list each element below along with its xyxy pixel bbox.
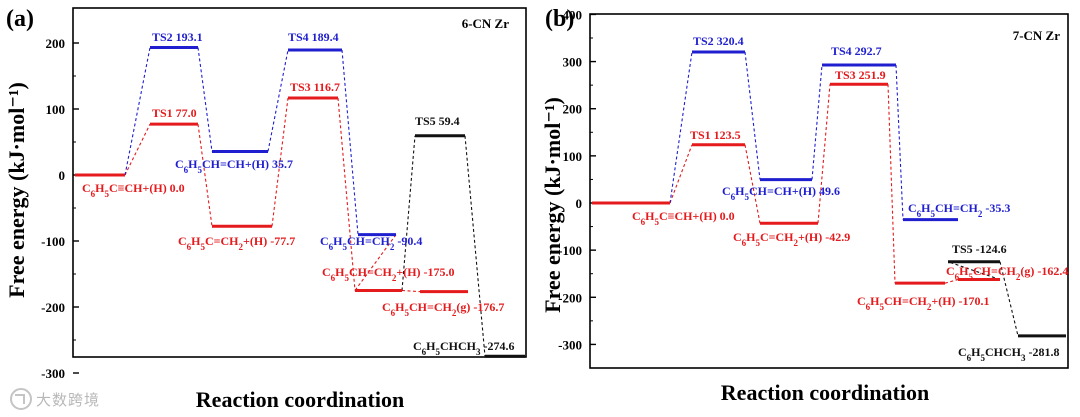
connector-line [817,84,831,224]
chart-panel-a: 200 100 0 -100 -200 -300 C6H5C≡CH+(H) 0.0 TS1 7… [4,6,527,412]
data-label: C6H5CHCH3 -281.8 [958,345,1060,363]
connector-line [341,49,359,235]
connector-line [887,84,896,284]
connector-line [197,124,213,227]
connector-line [124,47,151,176]
data-label: C6H5CH=CH2+(H) -175.0 [322,265,455,283]
chart-panel-b: 400 300 200 100 0 -100 -200 -300 C6H5C≡CH+(H) 0.… [540,6,1069,405]
y-tick-label: 100 [46,102,66,117]
data-label: C6H5CH=CH2 -90.4 [320,234,422,252]
panel-label: (b) [545,6,574,32]
data-label: C6H5C≡CH+(H) 0.0 [82,181,185,199]
connector-line [354,234,397,291]
y-tick-label: -300 [558,337,582,352]
connector-line [401,289,421,293]
y-tick-label: -200 [41,300,65,315]
watermark: 大数跨境 [10,388,101,412]
connector-line [744,144,761,224]
connector-line [267,49,289,152]
connector-line [999,261,1019,336]
data-label: C6H5CH=CH2 -35.3 [908,201,1010,219]
data-label: TS5 -124.6 [952,242,1007,256]
y-axis-label: Free energy (kJ·mol⁻¹) [540,97,565,313]
data-label: TS5 59.4 [415,114,460,128]
connector-line [947,261,1001,281]
connector-line [197,47,213,152]
y-axis-label: Free energy (kJ·mol⁻¹) [4,82,29,298]
data-label: TS1 77.0 [152,106,197,120]
y-tick-label: 300 [563,55,583,70]
data-label: C6H5CH=CH+(H) 35.7 [175,157,293,175]
y-tick-label: -100 [41,234,65,249]
watermark-logo-icon [10,388,32,410]
data-label: C6H5C=CH2+(H) -42.9 [733,230,850,248]
data-label: C6H5C=CH2+(H) -77.7 [178,234,295,252]
data-label: C6H5CHCH3 -274.6 [413,339,515,357]
data-label: C6H5CH=CH+(H) 49.6 [722,184,840,202]
connector-line [401,135,416,291]
data-label: C6H5CH=CH2(g) -176.7 [382,300,504,318]
connector-line [669,51,693,204]
y-tick-label: -300 [41,366,65,381]
y-tick-label: -200 [558,290,582,305]
x-axis-label: Reaction coordination [196,387,404,412]
chart-title: 6-CN Zr [462,16,510,31]
connector-line [811,64,823,180]
connector-line [337,97,356,291]
data-label: C6H5CH=CH2(g) -162.4 [946,264,1068,282]
connector-line [464,135,486,357]
plot-frame [589,13,1069,369]
y-tick-label: 200 [46,36,66,51]
chart-title: 7-CN Zr [1013,28,1061,43]
y-tick-label: 400 [563,7,583,22]
data-label: C6H5CH=CH2+(H) -170.1 [857,294,990,312]
x-axis-label: Reaction coordination [721,380,929,405]
data-label: C6H5C≡CH+(H) 0.0 [632,209,735,227]
connector-line [944,279,959,284]
data-label: TS4 292.7 [831,44,882,58]
connector-line [744,51,761,180]
data-label: TS2 320.4 [693,34,744,48]
y-tick-label: 0 [576,196,583,211]
data-label: TS3 251.9 [835,68,886,82]
data-label: TS2 193.1 [152,30,203,44]
plot-frame [72,7,527,358]
data-label: TS1 123.5 [690,128,741,142]
y-tick-label: 200 [563,102,583,117]
connector-line [124,123,151,176]
data-label: TS4 189.4 [288,30,339,44]
watermark-text: 大数跨境 [36,390,101,409]
y-tick-label: 0 [59,168,66,183]
panel-label: (a) [6,6,34,32]
data-label: TS3 116.7 [290,80,340,94]
y-tick-label: 100 [563,149,583,164]
connector-line [895,64,904,220]
connector-line [669,144,693,204]
y-tick-label: -100 [558,243,582,258]
